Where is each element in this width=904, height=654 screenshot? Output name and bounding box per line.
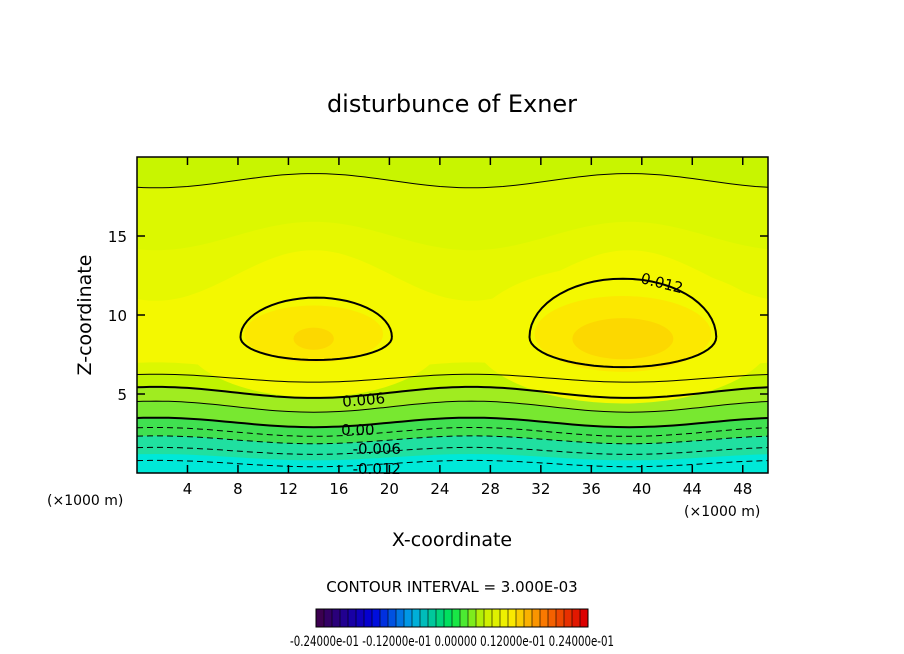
core-right-inner bbox=[572, 318, 674, 360]
contour-line-000 bbox=[137, 416, 768, 429]
x-axis-label: X-coordinate bbox=[392, 529, 512, 551]
colorbar-swatch bbox=[412, 609, 421, 627]
colorbar-swatch bbox=[324, 609, 333, 627]
colorbar-swatch bbox=[348, 609, 357, 627]
x-unit-left: (×1000 m) bbox=[47, 493, 123, 509]
x-tick-label: 16 bbox=[329, 480, 348, 498]
colorbar-labels: -0.24000e-01 -0.12000e-01 0.00000 0.1200… bbox=[290, 634, 614, 650]
x-tick-label: 4 bbox=[183, 480, 193, 498]
colorbar-swatch bbox=[540, 609, 549, 627]
x-tick-label: 48 bbox=[733, 480, 752, 498]
colorbar-swatch bbox=[396, 609, 405, 627]
contour-line-003 bbox=[137, 400, 768, 413]
colorbar-swatch bbox=[500, 609, 509, 627]
colorbar-swatch bbox=[580, 609, 589, 627]
contour-label-neg-012: -0.012 bbox=[353, 460, 401, 478]
x-tick-label: 40 bbox=[632, 480, 651, 498]
colorbar bbox=[315, 608, 589, 628]
colorbar-swatch bbox=[460, 609, 469, 627]
y-axis-label: Z-coordinate bbox=[74, 255, 96, 376]
x-tick-label: 20 bbox=[380, 480, 399, 498]
colorbar-swatch bbox=[428, 609, 437, 627]
contour-interval-text: CONTOUR INTERVAL = 3.000E-03 bbox=[326, 578, 577, 596]
colorbar-swatch bbox=[516, 609, 525, 627]
colorbar-swatch bbox=[316, 609, 325, 627]
band-lower-6 bbox=[137, 454, 768, 473]
x-tick-label: 12 bbox=[279, 480, 298, 498]
colorbar-frame bbox=[315, 608, 589, 628]
contour-line-012-left bbox=[239, 296, 393, 362]
colorbar-swatch bbox=[388, 609, 397, 627]
x-tick-label: 8 bbox=[233, 480, 243, 498]
colorbar-swatch bbox=[364, 609, 373, 627]
colorbar-swatch bbox=[508, 609, 517, 627]
contour-line-upper bbox=[137, 173, 768, 189]
colorbar-swatch bbox=[332, 609, 341, 627]
contour-line-neg-009 bbox=[137, 446, 768, 455]
colorbar-swatch bbox=[476, 609, 485, 627]
colorbar-swatch bbox=[404, 609, 413, 627]
contour-line-neg-012 bbox=[137, 459, 768, 468]
contour-line-neg-006 bbox=[137, 435, 768, 445]
contour-lines bbox=[137, 173, 768, 468]
y-tick-labels: 5 10 15 bbox=[108, 228, 127, 404]
colorbar-swatch bbox=[420, 609, 429, 627]
x-tick-label: 44 bbox=[683, 480, 702, 498]
colorbar-swatch bbox=[372, 609, 381, 627]
x-tick-label: 36 bbox=[582, 480, 601, 498]
colorbar-swatch bbox=[572, 609, 581, 627]
x-tick-label: 32 bbox=[531, 480, 550, 498]
contour-line-006 bbox=[137, 385, 768, 399]
colorbar-swatch bbox=[524, 609, 533, 627]
plot-area bbox=[137, 157, 768, 473]
y-tick-label: 10 bbox=[108, 307, 127, 325]
colorbar-swatch bbox=[340, 609, 349, 627]
colorbar-swatch bbox=[532, 609, 541, 627]
colorbar-swatch bbox=[548, 609, 557, 627]
colorbar-swatch bbox=[436, 609, 445, 627]
contour-label-neg-006: -0.006 bbox=[353, 440, 401, 458]
colorbar-swatch bbox=[484, 609, 493, 627]
x-tick-label: 28 bbox=[481, 480, 500, 498]
colorbar-swatch bbox=[380, 609, 389, 627]
colorbar-swatch bbox=[556, 609, 565, 627]
contour-label-006: 0.006 bbox=[342, 389, 386, 411]
x-tick-label: 24 bbox=[430, 480, 449, 498]
contour-line-1 bbox=[137, 373, 768, 383]
contour-line-neg-003 bbox=[137, 427, 768, 437]
colorbar-swatch bbox=[468, 609, 477, 627]
colorbar-swatch bbox=[492, 609, 501, 627]
contour-label-000: 0.00 bbox=[341, 421, 374, 439]
x-tick-labels: 4 8 12 16 20 24 28 32 36 40 44 48 bbox=[183, 480, 753, 498]
colorbar-swatch bbox=[452, 609, 461, 627]
axis-ticks bbox=[137, 157, 768, 473]
x-unit-right: (×1000 m) bbox=[684, 504, 760, 520]
chart-title: disturbunce of Exner bbox=[327, 90, 577, 118]
contour-line-012-right bbox=[528, 277, 718, 369]
core-left-inner bbox=[293, 327, 334, 350]
colorbar-swatch bbox=[444, 609, 453, 627]
y-tick-label: 5 bbox=[117, 386, 127, 404]
colorbar-swatch bbox=[356, 609, 365, 627]
y-tick-label: 15 bbox=[108, 228, 127, 246]
colorbar-swatch bbox=[564, 609, 573, 627]
